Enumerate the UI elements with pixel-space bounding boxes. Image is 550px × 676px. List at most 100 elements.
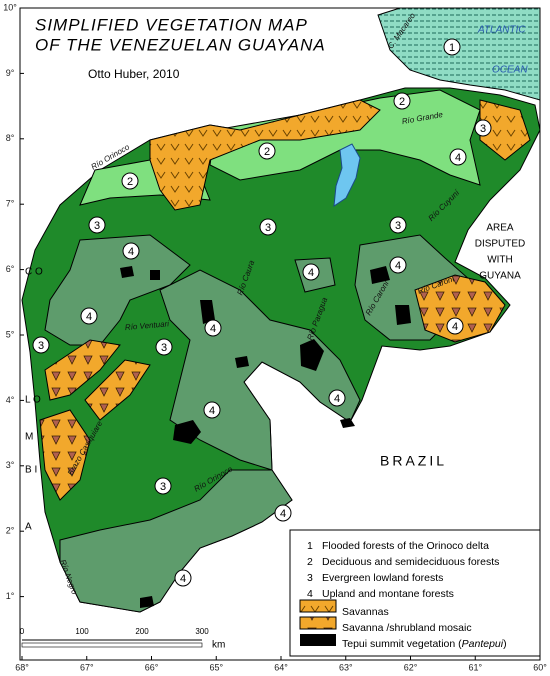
savanna-mosaic-zone [44,339,121,401]
zone-marker [443,38,461,56]
zone-label: 4 [452,321,458,333]
zone-label: 3 [265,222,271,234]
zone-marker [122,242,140,260]
zone-label: 4 [209,405,215,417]
lat-tick-label: 9° [6,68,15,78]
zone-marker [155,338,173,356]
lon-tick-label: 66° [145,662,159,672]
scale-bar-ticks [21,642,203,648]
zone-label: 4 [128,246,134,258]
legend-text: Savannas [342,606,389,618]
lat-tick-label: 1° [6,591,15,601]
zone-marker [446,317,464,335]
lat-tick-label: 5° [6,329,15,339]
scale-label: 100 [75,627,89,636]
legend-italic: Pantepui [462,638,504,650]
lon-tick-label: 63° [339,662,353,672]
zone-label: 2 [127,176,133,188]
tepui [120,266,411,608]
legend-swatch-savanna [299,599,337,613]
lat-tick-label: 2° [6,526,15,536]
legend-text: Flooded forests of the Orinoco delta [322,540,489,552]
zone-marker [449,148,467,166]
zone-marker [274,504,292,522]
lon-tick-label: 61° [468,662,482,672]
lon-tick-label: 62° [404,662,418,672]
savanna-mosaic-zone [84,359,151,421]
savanna-mosaic-zone [39,409,91,501]
country-label: B I [25,465,37,476]
delta-zone [377,7,541,101]
zone-marker [204,319,222,337]
country-label: L O [25,395,41,406]
zone-label: 3 [160,481,166,493]
lat-tick-label: 4° [6,395,15,405]
legend-text: Deciduous and semideciduous forests [322,556,499,568]
lat-tick-label: 10° [3,2,17,12]
map-title: OF THE VENEZUELAN GUAYANA [35,35,326,54]
country-label: C O [25,267,43,278]
zone-label: 2 [264,146,270,158]
ocean-label: OCEAN [492,65,528,76]
zone-label: 3 [480,123,486,135]
river-label: Río Ventuari [125,319,170,332]
zone-label: 3 [38,340,44,352]
zone-label: 4 [210,323,216,335]
zone-label: 4 [334,393,340,405]
zone-label: 2 [399,96,405,108]
zone-label: 4 [455,152,461,164]
zone-marker [174,569,192,587]
legend-text: Upland and montane forests [322,588,454,600]
legend-text: Evergreen lowland forests [322,572,443,584]
lat-tick-label: 3° [6,460,15,470]
savanna-mosaic-zone [414,274,506,343]
disputed-label: DISPUTED [475,239,526,250]
zone-label: 4 [395,260,401,272]
legend-key: 1 [307,540,313,552]
zone-marker [389,216,407,234]
legend-key: 4 [307,588,313,600]
lon-tick-label: 64° [274,662,288,672]
disputed-label: AREA [486,223,514,234]
lat-tick-label: 7° [6,199,15,209]
zone-marker [474,119,492,137]
zone-label: 4 [308,267,314,279]
lat-tick-label: 6° [6,264,15,274]
legend-text: Tepui summit vegetation (Pantepui) [342,638,507,650]
zone-marker [203,401,221,419]
zone-marker [389,256,407,274]
legend-text-end: ) [503,638,507,650]
zone-marker [88,216,106,234]
lon-tick-label: 65° [209,662,223,672]
zone-marker [393,92,411,110]
lon-tick-label: 67° [80,662,94,672]
map-title: SIMPLIFIED VEGETATION MAP [35,15,308,34]
savanna-zone [149,99,381,211]
scale-label: 0 [20,627,25,636]
zone-marker [154,477,172,495]
zone-marker [259,218,277,236]
zone-label: 4 [180,573,186,585]
zone-marker [80,307,98,325]
zone-marker [258,142,276,160]
zone-marker [302,263,320,281]
country-label: M [25,432,33,443]
zone-label: 3 [94,220,100,232]
zone-label: 3 [395,220,401,232]
disputed-label: WITH [487,255,513,266]
legend-text: Savanna /shrubland mosaic [342,622,472,634]
country-label: A [25,522,32,533]
legend-swatch-tepui [300,634,336,646]
zone-label: 4 [280,508,286,520]
scale-label: 300 [195,627,209,636]
zone-label: 3 [161,342,167,354]
lat-tick-label: 8° [6,133,15,143]
disputed-label: GUYANA [479,271,521,282]
legend-swatch-mosaic [299,616,337,630]
lon-tick-label: 68° [15,662,29,672]
zone-label: 4 [86,311,92,323]
zone-marker [121,172,139,190]
legend-key: 2 [307,556,313,568]
upland-zone [59,469,293,613]
